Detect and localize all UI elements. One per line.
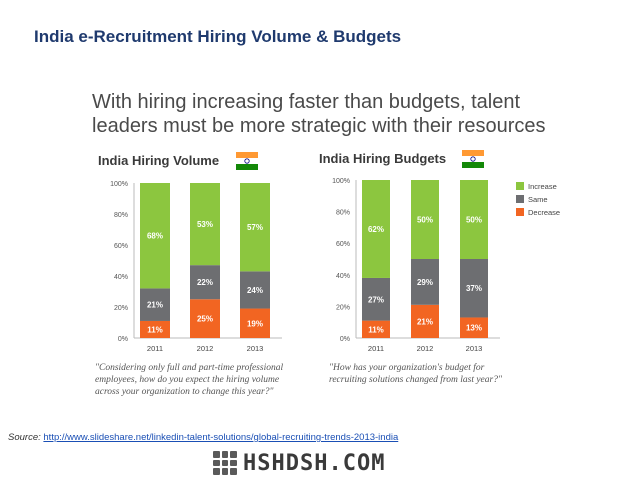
y-tick-label: 80% — [336, 210, 350, 217]
caption-line: "Considering only full and part-time pro… — [95, 363, 284, 373]
bar-segment-increase — [140, 183, 170, 289]
data-label: 19% — [247, 319, 263, 328]
y-tick-label: 60% — [114, 243, 128, 250]
legend-swatch-increase — [516, 182, 524, 190]
data-label: 37% — [466, 284, 482, 293]
data-label: 11% — [147, 325, 163, 334]
y-tick-label: 20% — [336, 304, 350, 311]
legend-swatch-decrease — [516, 208, 524, 216]
y-tick-label: 80% — [114, 212, 128, 219]
y-tick-label: 100% — [332, 178, 350, 185]
data-label: 50% — [417, 216, 433, 225]
data-label: 11% — [368, 325, 384, 334]
source-link[interactable]: http://www.slideshare.net/linkedin-talen… — [43, 432, 399, 443]
caption-line: recruiting solutions changed from last y… — [329, 375, 502, 385]
y-tick-label: 0% — [118, 336, 128, 343]
data-label: 24% — [247, 286, 263, 295]
data-label: 57% — [247, 223, 263, 232]
bar-segment-decrease — [460, 317, 488, 338]
chart-title: India Hiring Budgets — [319, 151, 446, 166]
budget-chart-caption: "How has your organization's budget for … — [329, 362, 502, 386]
x-tick-label: 2013 — [466, 344, 483, 353]
x-tick-label: 2013 — [247, 344, 264, 353]
legend-label: Decrease — [528, 208, 560, 217]
data-label: 21% — [147, 301, 163, 310]
data-label: 13% — [466, 324, 482, 333]
y-tick-label: 40% — [114, 274, 128, 281]
headline-line-2: leaders must be more strategic with thei… — [92, 115, 546, 137]
bar-segment-same — [240, 271, 270, 309]
data-label: 25% — [197, 315, 213, 324]
legend-label: Increase — [528, 182, 557, 191]
caption-line: across your organization to change this … — [95, 387, 274, 397]
slide-title: India e-Recruitment Hiring Volume & Budg… — [34, 27, 402, 46]
x-tick-label: 2011 — [147, 344, 163, 353]
y-tick-label: 20% — [114, 305, 128, 312]
source-line: Source: http://www.slideshare.net/linked… — [8, 432, 398, 443]
bar-segment-decrease — [362, 320, 390, 338]
bar-segment-decrease — [190, 299, 220, 338]
y-tick-label: 0% — [340, 336, 350, 343]
x-tick-label: 2012 — [417, 344, 434, 353]
y-tick-label: 40% — [336, 273, 350, 280]
india-flag-icon — [462, 150, 484, 168]
caption-line: "How has your organization's budget for — [329, 363, 485, 373]
bar-segment-increase — [240, 183, 270, 272]
bar-segment-decrease — [140, 320, 170, 338]
caption-line: employees, how do you expect the hiring … — [95, 375, 280, 385]
india-flag-icon — [236, 152, 258, 170]
bar-segment-increase — [411, 180, 439, 259]
hash-icon — [213, 451, 237, 475]
headline: With hiring increasing faster than budge… — [92, 90, 562, 138]
bar-segment-same — [190, 265, 220, 300]
x-tick-label: 2012 — [197, 344, 214, 353]
data-label: 29% — [417, 278, 433, 287]
x-tick-label: 2011 — [368, 344, 384, 353]
bar-segment-decrease — [240, 308, 270, 338]
y-tick-label: 60% — [336, 241, 350, 248]
data-label: 68% — [147, 232, 163, 241]
chart-title: India Hiring Volume — [98, 153, 219, 168]
data-label: 50% — [466, 216, 482, 225]
data-label: 27% — [368, 295, 384, 304]
source-label: Source: — [8, 432, 41, 443]
y-tick-label: 100% — [110, 181, 128, 188]
data-label: 21% — [417, 317, 433, 326]
bar-segment-increase — [362, 180, 390, 278]
bar-segment-same — [362, 277, 390, 321]
brand-text: HSHDSH.COM — [243, 450, 386, 476]
bar-segment-same — [140, 288, 170, 321]
bar-segment-decrease — [411, 304, 439, 338]
data-label: 22% — [197, 278, 213, 287]
legend-label: Same — [528, 195, 548, 204]
bar-segment-same — [411, 259, 439, 305]
legend-swatch-same — [516, 195, 524, 203]
headline-line-1: With hiring increasing faster than budge… — [92, 91, 521, 113]
brand-logo: HSHDSH.COM — [213, 450, 386, 476]
data-label: 62% — [368, 225, 384, 234]
bar-segment-increase — [190, 183, 220, 266]
bar-segment-same — [460, 259, 488, 318]
bar-segment-increase — [460, 180, 488, 259]
data-label: 53% — [197, 220, 213, 229]
volume-chart-caption: "Considering only full and part-time pro… — [95, 362, 283, 398]
